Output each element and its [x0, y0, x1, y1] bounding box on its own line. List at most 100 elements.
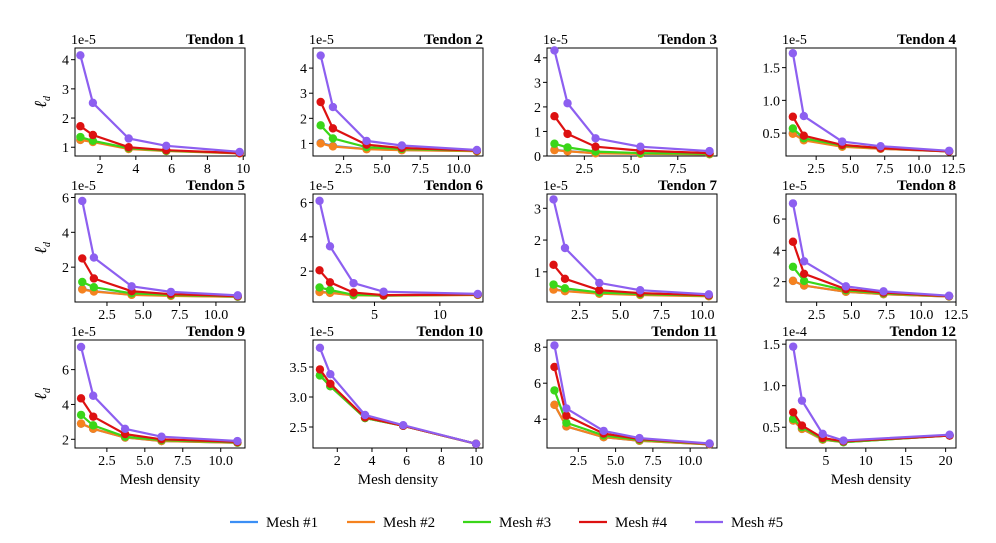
data-point: [797, 421, 807, 430]
y-tick-label: 4: [773, 244, 780, 259]
series-line: [792, 346, 950, 442]
data-point: [89, 282, 99, 292]
subplot-title: Tendon 12: [889, 324, 956, 340]
data-point: [473, 289, 482, 299]
series-mesh1: [315, 371, 481, 448]
data-point: [562, 411, 571, 420]
data-point: [591, 134, 600, 143]
x-tick-label: 10: [859, 454, 873, 469]
x-tick-label: 5.0: [607, 454, 625, 469]
plot-frame: [74, 47, 246, 157]
x-tick-label: 2: [97, 162, 104, 177]
series-mesh5: [549, 195, 714, 299]
y-tick-label: 0.5: [763, 421, 781, 436]
data-point: [550, 400, 559, 409]
data-point: [76, 122, 85, 131]
scale-label: 1e-5: [782, 179, 807, 194]
series-mesh5: [550, 46, 714, 156]
data-point: [89, 421, 98, 430]
series-line: [80, 346, 238, 443]
x-tick-label: 5.0: [843, 308, 861, 323]
scale-label: 1e-5: [543, 33, 568, 48]
data-point: [349, 288, 358, 297]
legend-label: Mesh #2: [383, 515, 435, 531]
x-tick-label: 10.0: [907, 162, 932, 177]
data-point: [328, 142, 338, 151]
series-line: [318, 200, 478, 295]
data-point: [78, 285, 87, 294]
y-tick-label: 1.5: [763, 338, 781, 353]
y-axis-label-subscript: d: [42, 95, 53, 101]
data-point: [328, 124, 338, 133]
y-axis-label: ℓd: [31, 241, 53, 254]
x-tick-label: 12.5: [941, 162, 966, 177]
x-tick-label: 4: [132, 162, 139, 177]
data-point: [563, 143, 572, 152]
x-tick-label: 10.0: [204, 308, 229, 323]
data-point: [788, 408, 798, 417]
subplot-10: Tendon 10 1e-5 2 4 6 8 10 2.5 3.0 3.5 Mesh density: [290, 324, 484, 488]
x-tick-label: 5.0: [136, 454, 154, 469]
data-point: [549, 280, 558, 289]
data-point: [550, 139, 559, 148]
legend-entry: Mesh #4: [579, 515, 668, 531]
x-tick-label: 8: [204, 162, 211, 177]
data-point: [562, 418, 571, 427]
series-line: [553, 50, 710, 153]
data-point: [599, 426, 608, 436]
data-point: [705, 439, 714, 448]
series-line: [319, 368, 477, 445]
y-tick-label: 3: [300, 87, 307, 102]
subplot-5: Tendon 5 1e-5 2.5 5.0 7.5 10.0 2 4 6 ℓd: [31, 178, 246, 323]
data-point: [76, 132, 85, 142]
x-tick-label: 5: [822, 454, 829, 469]
plot-frame: [312, 193, 484, 303]
x-tick-label: 2.5: [571, 308, 589, 323]
data-point: [88, 136, 98, 146]
subplot-title: Tendon 4: [897, 32, 957, 48]
series-mesh4: [315, 365, 481, 448]
subplot-title: Tendon 9: [186, 324, 245, 340]
data-point: [316, 139, 325, 148]
data-point: [162, 141, 171, 150]
y-tick-label: 1.0: [763, 380, 781, 395]
data-point: [233, 291, 242, 300]
data-point: [595, 278, 604, 288]
data-point: [705, 146, 714, 156]
scale-label: 1e-5: [309, 325, 334, 340]
data-point: [879, 287, 888, 296]
plot-frame: [785, 47, 957, 157]
y-tick-label: 6: [773, 213, 780, 228]
data-point: [471, 439, 481, 448]
series-mesh5: [788, 49, 954, 155]
y-axis-label-subscript: d: [42, 241, 53, 247]
x-tick-label: 15: [899, 454, 913, 469]
data-point: [788, 124, 798, 133]
data-point: [326, 370, 335, 379]
series-line: [81, 200, 238, 297]
data-point: [799, 269, 809, 279]
series-mesh5: [788, 199, 954, 300]
plot-frame: [74, 339, 246, 449]
y-tick-label: 2: [62, 261, 69, 276]
legend-entry: Mesh #2: [347, 515, 435, 531]
data-point: [325, 285, 335, 295]
data-point: [379, 287, 388, 296]
plot-frame: [546, 193, 718, 303]
x-tick-label: 5.0: [622, 162, 640, 177]
x-tick-label: 7.5: [669, 162, 687, 177]
data-point: [76, 394, 86, 403]
data-point: [315, 266, 324, 275]
legend-label: Mesh #5: [731, 515, 783, 531]
data-point: [127, 282, 136, 291]
x-tick-label: 10.0: [678, 454, 703, 469]
data-point: [362, 136, 371, 146]
scale-label: 1e-5: [543, 179, 568, 194]
data-point: [316, 51, 325, 60]
legend-label: Mesh #1: [266, 515, 318, 531]
series-mesh2: [315, 371, 481, 448]
y-tick-label: 4: [300, 231, 307, 246]
y-tick-label: 4: [534, 52, 541, 67]
legend-entry: Mesh #3: [463, 515, 551, 531]
series-line: [791, 203, 950, 297]
